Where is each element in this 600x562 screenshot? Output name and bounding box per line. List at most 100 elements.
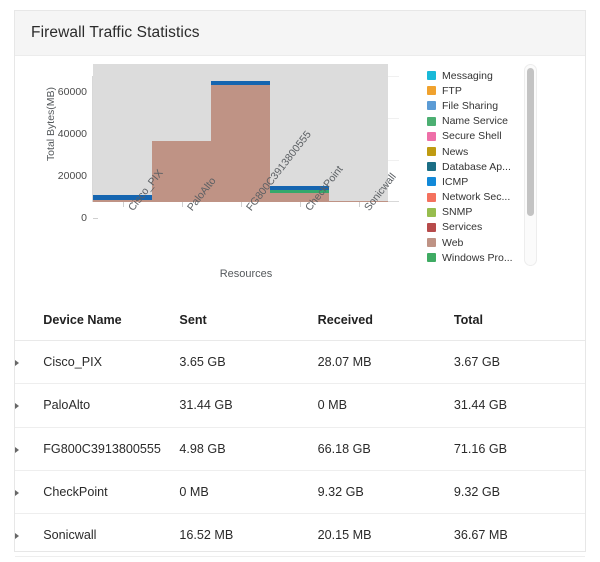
table-header-caret bbox=[15, 300, 44, 341]
bar-stack[interactable] bbox=[93, 64, 152, 202]
legend-item-label: News bbox=[442, 145, 469, 158]
device-table-container: Device Name Sent Received Total Cisco_PI… bbox=[15, 300, 585, 558]
legend-color-swatch bbox=[427, 207, 436, 217]
table-row[interactable]: Sonicwall 16.52 MB 20.15 MB 36.67 MB bbox=[15, 513, 585, 558]
table-row[interactable]: Cisco_PIX 3.65 GB 28.07 MB 3.67 GB bbox=[15, 340, 585, 385]
y-axis-tick-mark bbox=[93, 218, 98, 219]
bar-segment-name-service[interactable] bbox=[270, 190, 329, 193]
legend-color-swatch bbox=[427, 222, 436, 232]
legend-scrollbar[interactable] bbox=[524, 64, 537, 266]
table-row[interactable]: FG800C3913800555 4.98 GB 66.18 GB 71.16 GB bbox=[15, 427, 585, 471]
legend-color-swatch bbox=[427, 86, 436, 96]
x-axis-tick-mark bbox=[358, 202, 360, 207]
cell-sent: 0 MB bbox=[179, 470, 318, 515]
x-axis-tick-mark bbox=[299, 202, 301, 207]
bar-segment-web[interactable] bbox=[152, 141, 211, 202]
bar-segment-web[interactable] bbox=[211, 85, 270, 202]
legend-item[interactable]: Web bbox=[427, 235, 517, 250]
table-row[interactable]: CheckPoint 0 MB 9.32 GB 9.32 GB bbox=[15, 470, 585, 515]
column-header-total[interactable]: Total bbox=[453, 300, 585, 341]
bar-group[interactable] bbox=[211, 64, 270, 207]
bar-segment-total[interactable] bbox=[93, 64, 152, 202]
legend-item-label: Windows Pro... bbox=[442, 251, 513, 264]
cell-sent: 4.98 GB bbox=[179, 427, 318, 471]
legend-item[interactable]: Secure Shell bbox=[427, 129, 517, 144]
legend-item[interactable]: Windows Pro... bbox=[427, 250, 517, 265]
x-axis-tick-mark bbox=[181, 202, 183, 207]
y-axis-line bbox=[92, 76, 93, 202]
cell-device-name: Sonicwall bbox=[43, 513, 180, 558]
legend-scrollbar-thumb[interactable] bbox=[527, 68, 534, 216]
legend-item-label: Network Sec... bbox=[442, 191, 511, 204]
chevron-right-icon[interactable] bbox=[15, 533, 19, 540]
legend-color-swatch bbox=[427, 238, 436, 248]
bar-segment-icmp[interactable] bbox=[211, 81, 270, 85]
row-expand-button[interactable] bbox=[15, 470, 44, 515]
legend-item[interactable]: Network Sec... bbox=[427, 190, 517, 205]
bar-group[interactable] bbox=[93, 64, 152, 207]
cell-device-name: CheckPoint bbox=[43, 470, 180, 515]
chevron-right-icon[interactable] bbox=[15, 489, 19, 496]
bar-stack[interactable] bbox=[152, 64, 211, 202]
bar-stack[interactable] bbox=[270, 64, 329, 202]
legend-item-label: Secure Shell bbox=[442, 130, 502, 143]
column-header-sent[interactable]: Sent bbox=[179, 300, 318, 341]
legend-color-swatch bbox=[427, 71, 436, 81]
device-table: Device Name Sent Received Total Cisco_PI… bbox=[15, 300, 585, 558]
legend-color-swatch bbox=[427, 101, 436, 111]
cell-total: 36.67 MB bbox=[453, 513, 585, 558]
legend-item[interactable]: Name Service bbox=[427, 114, 517, 129]
cell-received: 9.32 GB bbox=[317, 470, 454, 515]
row-expand-button[interactable] bbox=[15, 340, 44, 385]
row-expand-button[interactable] bbox=[15, 383, 44, 428]
legend-item[interactable]: News bbox=[427, 144, 517, 159]
cell-total: 31.44 GB bbox=[453, 383, 585, 428]
table-header-row: Device Name Sent Received Total bbox=[15, 300, 585, 341]
bar-group[interactable] bbox=[270, 64, 329, 207]
chevron-right-icon[interactable] bbox=[15, 360, 19, 367]
legend-item[interactable]: Database Ap... bbox=[427, 159, 517, 174]
y-axis-ticks: 0 20000 40000 60000 bbox=[45, 76, 98, 224]
legend-item[interactable]: File Sharing bbox=[427, 98, 517, 113]
legend-item-label: ICMP bbox=[442, 175, 469, 188]
legend-item[interactable]: Messaging bbox=[427, 68, 517, 83]
firewall-traffic-statistics-card: Firewall Traffic Statistics Total Bytes(… bbox=[14, 10, 586, 558]
legend-item[interactable]: SNMP bbox=[427, 205, 517, 220]
cell-sent: 31.44 GB bbox=[179, 383, 318, 428]
legend-item-label: Services bbox=[442, 221, 483, 234]
cell-device-name: FG800C3913800555 bbox=[43, 427, 180, 471]
x-axis-tick-mark bbox=[122, 202, 124, 207]
bar-stack[interactable] bbox=[329, 64, 388, 202]
page-title: Firewall Traffic Statistics bbox=[31, 24, 200, 41]
chart-container: Total Bytes(MB) 0 20000 40000 60000 Cisco_P… bbox=[15, 56, 585, 298]
legend-item-label: Messaging bbox=[442, 69, 493, 82]
legend-item[interactable]: Services bbox=[427, 220, 517, 235]
legend-color-swatch bbox=[427, 147, 436, 157]
row-expand-button[interactable] bbox=[15, 513, 44, 558]
row-expand-button[interactable] bbox=[15, 427, 44, 471]
plot-area bbox=[92, 60, 399, 207]
bar-segment-web[interactable] bbox=[329, 201, 388, 202]
legend-item[interactable]: FTP bbox=[427, 83, 517, 98]
cell-received: 20.15 MB bbox=[317, 513, 454, 558]
bar-group[interactable] bbox=[329, 64, 388, 207]
legend-item[interactable]: ICMP bbox=[427, 174, 517, 189]
card-header: Firewall Traffic Statistics bbox=[15, 11, 585, 56]
bar-stack[interactable] bbox=[211, 64, 270, 202]
bar-segment-web[interactable] bbox=[93, 200, 152, 202]
table-row[interactable]: PaloAlto 31.44 GB 0 MB 31.44 GB bbox=[15, 383, 585, 428]
legend-item-label: FTP bbox=[442, 84, 462, 97]
bar-segment-icmp[interactable] bbox=[270, 186, 329, 190]
x-axis-tick-mark bbox=[240, 202, 242, 207]
column-header-received[interactable]: Received bbox=[317, 300, 454, 341]
bar-group[interactable] bbox=[152, 64, 211, 207]
column-header-device-name[interactable]: Device Name bbox=[43, 300, 180, 341]
bar-segment-icmp[interactable] bbox=[93, 195, 152, 200]
chevron-right-icon[interactable] bbox=[15, 446, 19, 453]
bar-segment-total[interactable] bbox=[270, 64, 329, 202]
table-header: Device Name Sent Received Total bbox=[15, 300, 585, 341]
bar-segment-total[interactable] bbox=[329, 64, 388, 202]
bar-segment-web[interactable] bbox=[270, 193, 329, 202]
chevron-right-icon[interactable] bbox=[15, 403, 19, 410]
